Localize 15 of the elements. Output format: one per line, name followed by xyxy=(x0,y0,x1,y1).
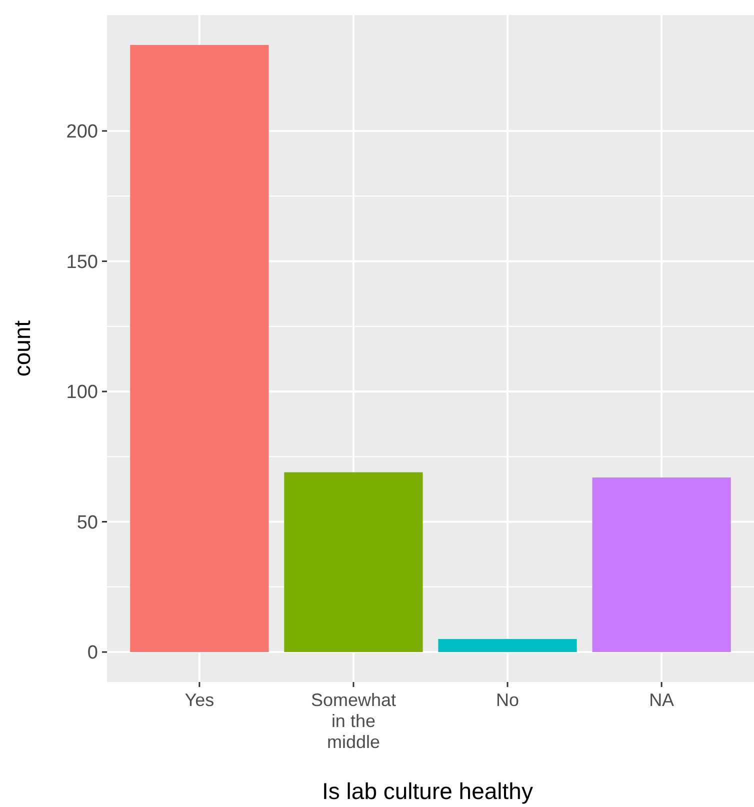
y-tick-label: 50 xyxy=(76,512,98,534)
y-tick-label: 200 xyxy=(66,122,98,143)
y-tick-label: 150 xyxy=(66,252,98,273)
x-tick-label: NA xyxy=(649,690,674,710)
bar xyxy=(130,44,269,652)
bar xyxy=(438,639,577,652)
y-axis-title: count xyxy=(9,320,35,377)
bar xyxy=(592,477,731,652)
x-tick-label: No xyxy=(496,690,520,710)
y-tick-label: 0 xyxy=(87,642,98,664)
bar xyxy=(284,472,423,652)
x-tick-label: Somewhat in the middle xyxy=(310,690,396,752)
x-axis-title: Is lab culture healthy xyxy=(322,778,534,804)
x-tick-label: Yes xyxy=(184,690,214,710)
y-tick-label: 100 xyxy=(66,382,98,404)
